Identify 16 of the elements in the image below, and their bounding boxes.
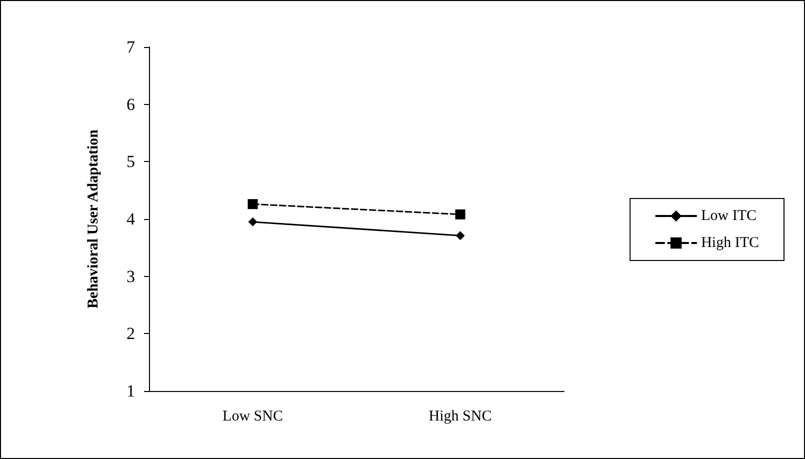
point	[248, 217, 258, 226]
legend-label: High ITC	[701, 235, 760, 251]
x-tick-label: High SNC	[428, 408, 492, 424]
legend-label: Low ITC	[701, 208, 757, 224]
point	[456, 231, 465, 240]
point	[248, 199, 258, 210]
y-tick-label: 6	[126, 94, 135, 114]
y-tick-label: 4	[126, 210, 136, 228]
y-axis-title: Behavioral User Adaptation	[86, 128, 102, 308]
point	[455, 209, 466, 220]
y-tick-label: 7	[126, 38, 136, 56]
y-tick-label: 2	[126, 324, 135, 344]
y-tick-label: 1	[126, 382, 135, 400]
y-tick-label: 3	[126, 266, 135, 286]
x-tick-label: Low SNC	[222, 408, 283, 424]
y-tick-label: 5	[126, 152, 135, 172]
